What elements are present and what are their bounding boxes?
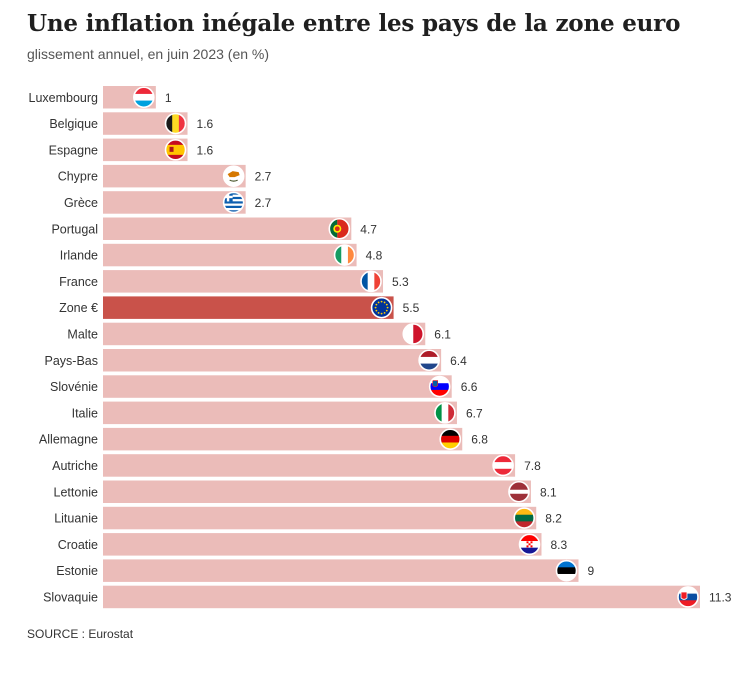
bar <box>103 454 516 477</box>
value-label: 1.6 <box>197 143 214 157</box>
category-label: Zone € <box>59 301 98 315</box>
bar-highlight <box>103 296 394 319</box>
latvia-flag-icon <box>508 480 530 503</box>
bar <box>103 243 357 267</box>
bar <box>103 322 426 346</box>
category-label: Luxembourg <box>29 91 99 105</box>
value-label: 6.1 <box>434 327 451 341</box>
category-label: Estonie <box>56 564 98 578</box>
luxembourg-flag-icon <box>133 86 155 109</box>
bar <box>103 585 700 609</box>
category-label: Espagne <box>49 143 98 157</box>
value-label: 2.7 <box>255 196 272 210</box>
value-label: 8.2 <box>545 512 562 526</box>
spain-flag-icon <box>164 139 187 161</box>
value-label: 1.6 <box>197 117 214 131</box>
value-label: 6.6 <box>461 380 478 394</box>
bar <box>103 217 352 240</box>
bar <box>103 559 579 582</box>
value-label: 11.3 <box>709 590 732 604</box>
value-label: 9 <box>587 564 594 578</box>
bar <box>103 480 531 503</box>
category-label: Croatie <box>58 538 98 552</box>
slovakia-flag-icon <box>677 586 699 608</box>
chart-source: SOURCE : Eurostat <box>27 627 134 641</box>
value-label: 5.3 <box>392 275 409 289</box>
bar <box>103 401 457 425</box>
category-label: Slovaquie <box>43 590 98 604</box>
category-label: Grèce <box>64 196 98 210</box>
category-label: Belgique <box>49 117 98 131</box>
estonia-flag-icon <box>555 559 578 582</box>
value-label: 6.7 <box>466 406 483 420</box>
bar <box>103 349 442 372</box>
category-label: Slovénie <box>50 380 98 394</box>
category-label: Malte <box>67 327 98 341</box>
italy-flag-icon <box>434 402 456 424</box>
germany-flag-icon <box>439 428 462 450</box>
value-label: 7.8 <box>524 459 541 473</box>
slovenia-flag-icon <box>428 375 451 398</box>
category-label: Irlande <box>60 249 98 263</box>
value-label: 2.7 <box>255 170 272 184</box>
category-label: Lettonie <box>54 485 99 499</box>
category-label: Allemagne <box>39 433 98 447</box>
bar <box>103 191 246 214</box>
chart-subtitle: glissement annuel, en juin 2023 (en %) <box>27 46 270 62</box>
ireland-flag-icon <box>333 244 356 266</box>
lithuania-flag-icon <box>513 507 536 529</box>
value-label: 1 <box>165 91 172 105</box>
value-label: 4.7 <box>360 222 377 236</box>
value-label: 8.3 <box>551 538 568 552</box>
category-label: Italie <box>72 406 98 420</box>
malta-flag-icon <box>402 323 425 345</box>
bar <box>103 533 542 556</box>
value-label: 8.1 <box>540 485 557 499</box>
bar <box>103 427 463 451</box>
belgium-flag-icon <box>164 112 187 135</box>
bar <box>103 270 384 293</box>
chart-title: Une inflation inégale entre les pays de … <box>27 10 681 37</box>
croatia-flag-icon <box>518 533 541 556</box>
france-flag-icon <box>360 270 382 293</box>
category-label: Autriche <box>52 459 98 473</box>
category-label: Chypre <box>58 170 98 184</box>
value-label: 6.4 <box>450 354 467 368</box>
category-label: Pays-Bas <box>45 354 99 368</box>
value-label: 5.5 <box>403 301 420 315</box>
category-label: Portugal <box>51 222 98 236</box>
bar <box>103 164 246 188</box>
portugal-flag-icon <box>328 217 351 240</box>
cyprus-flag-icon <box>222 165 245 187</box>
bar <box>103 375 452 398</box>
eu-flag-icon <box>370 296 393 319</box>
value-label: 6.8 <box>471 433 488 447</box>
value-label: 4.8 <box>366 249 383 263</box>
category-label: Lituanie <box>54 512 98 526</box>
greece-flag-icon <box>222 191 245 214</box>
netherlands-flag-icon <box>418 349 440 372</box>
austria-flag-icon <box>492 454 514 477</box>
category-label: France <box>59 275 98 289</box>
bar <box>103 506 537 530</box>
